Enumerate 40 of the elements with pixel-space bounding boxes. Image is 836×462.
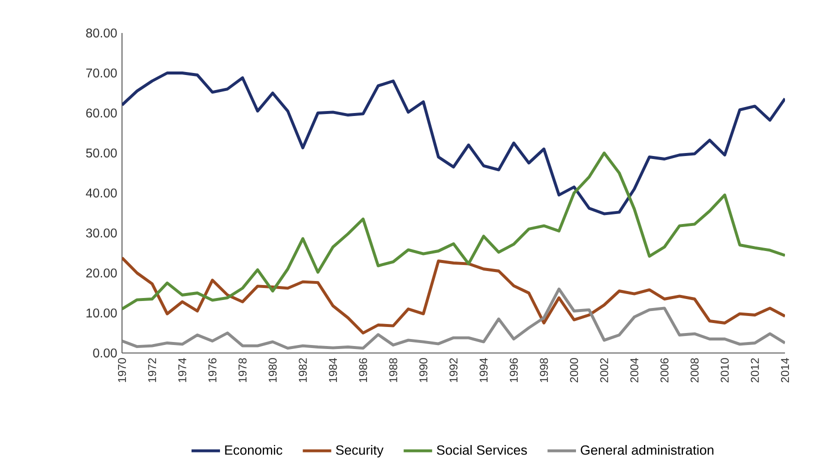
line-series	[122, 72, 785, 216]
y-tick-label: 50.00	[86, 148, 117, 158]
y-tick-label: 20.00	[86, 268, 117, 278]
y-tick-label: 60.00	[86, 108, 117, 118]
x-tick-label: 1998	[540, 358, 548, 382]
line-series	[122, 288, 785, 350]
y-tick-label: 10.00	[86, 308, 117, 318]
line-series	[122, 152, 785, 310]
x-tick-label: 1980	[268, 358, 277, 382]
x-tick-label: 1972	[148, 358, 156, 382]
x-tick-label: 1978	[238, 358, 247, 382]
x-tick-label: 2000	[570, 358, 578, 382]
x-tick-label: 2014	[780, 358, 790, 382]
x-tick-label: 2002	[600, 358, 608, 382]
x-tick-label: 1986	[359, 358, 368, 382]
x-tick-label: 1992	[450, 358, 458, 382]
x-tick-label: 2012	[750, 358, 759, 382]
x-tick-label: 2006	[660, 358, 668, 382]
y-tick-label: 30.00	[86, 228, 117, 238]
x-tick-label: 1970	[118, 358, 126, 382]
x-tick-label: 1994	[480, 358, 488, 382]
x-tick-label: 1974	[178, 358, 186, 382]
x-tick-label: 2008	[690, 358, 699, 382]
x-tick-label: 1984	[328, 358, 337, 382]
legend-label: Social Services	[436, 444, 527, 455]
legend-label: General administration	[580, 444, 714, 455]
x-tick-label: 2004	[630, 358, 638, 382]
y-tick-label: 80.00	[86, 28, 117, 38]
y-tick-label: 40.00	[86, 188, 117, 198]
x-tick-label: 2010	[720, 358, 729, 382]
legend-label: Security	[336, 444, 384, 458]
legend-label: Economic	[225, 444, 282, 455]
x-tick-label: 1990	[419, 358, 428, 382]
y-tick-label: 0.00	[93, 348, 117, 358]
x-tick-label: 1988	[389, 358, 398, 382]
x-tick-label: 1982	[298, 358, 307, 382]
x-tick-label: 1996	[510, 358, 518, 382]
y-tick-label: 70.00	[86, 68, 117, 78]
line-series	[122, 256, 785, 334]
x-tick-label: 1976	[208, 358, 216, 382]
